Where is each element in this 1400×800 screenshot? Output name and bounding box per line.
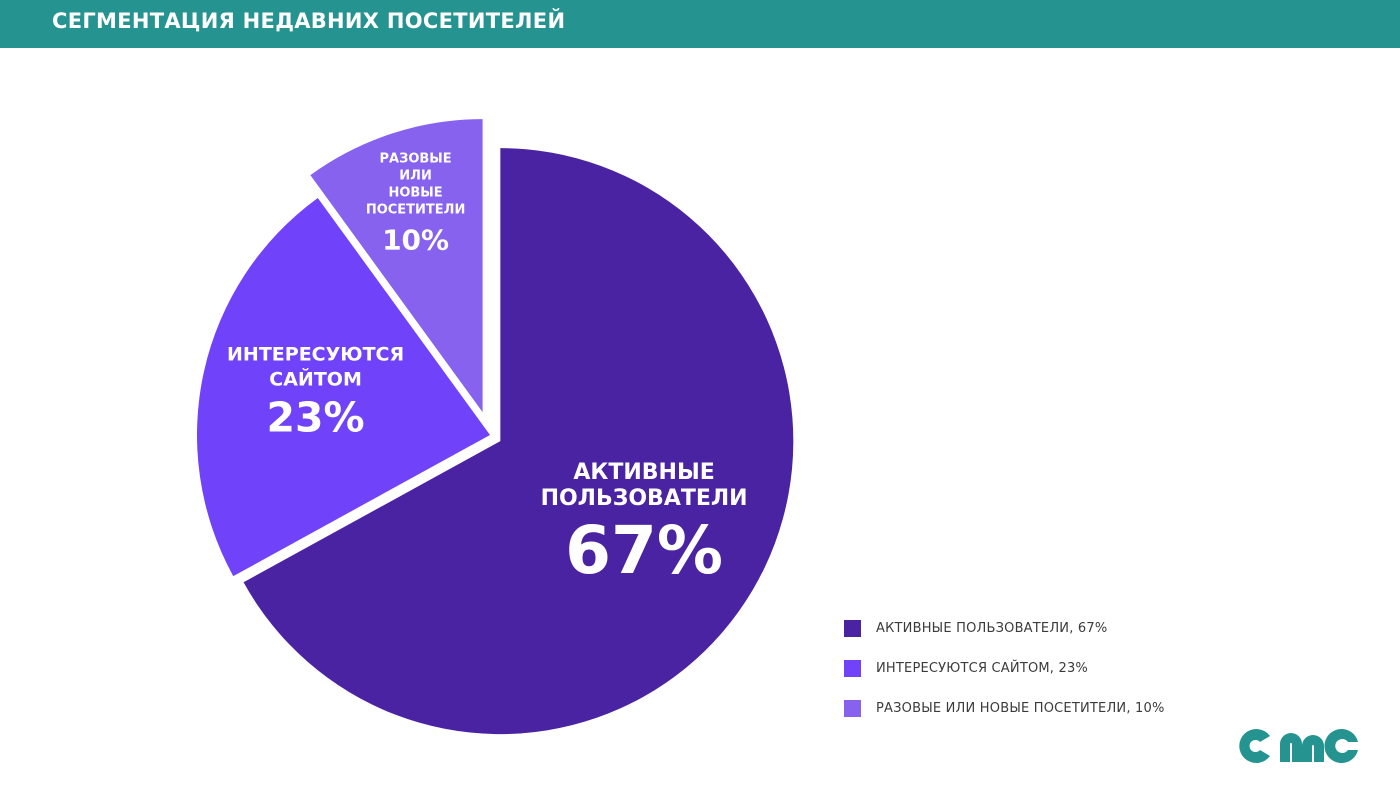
slice-label-new: ПОСЕТИТЕЛИ bbox=[366, 202, 466, 217]
slice-label-interested: САЙТОМ bbox=[269, 368, 362, 391]
legend-item-interested: ИНТЕРЕСУЮТСЯ САЙТОМ, 23% bbox=[844, 658, 1165, 678]
slice-value-active: 67% bbox=[565, 512, 723, 589]
legend: АКТИВНЫЕ ПОЛЬЗОВАТЕЛИ, 67% ИНТЕРЕСУЮТСЯ … bbox=[844, 618, 1165, 738]
legend-item-active: АКТИВНЫЕ ПОЛЬЗОВАТЕЛИ, 67% bbox=[844, 618, 1165, 638]
pie-slice-interested bbox=[197, 197, 491, 577]
slice-label-active: АКТИВНЫЕ bbox=[573, 460, 714, 485]
pie-slice-active bbox=[243, 148, 794, 735]
legend-label-new: РАЗОВЫЕ ИЛИ НОВЫЕ ПОСЕТИТЕЛИ, 10% bbox=[876, 700, 1165, 716]
pie-slice-new bbox=[310, 119, 483, 413]
slice-label-active: ПОЛЬЗОВАТЕЛИ bbox=[541, 486, 748, 511]
legend-swatch-interested bbox=[844, 659, 861, 677]
slice-value-interested: 23% bbox=[267, 394, 365, 442]
slice-label-new: РАЗОВЫЕ bbox=[380, 151, 452, 166]
slice-label-new: ИЛИ bbox=[399, 168, 432, 183]
header-bar: СЕГМЕНТАЦИЯ НЕДАВНИХ ПОСЕТИТЕЛЕЙ bbox=[0, 0, 1400, 48]
page-title: СЕГМЕНТАЦИЯ НЕДАВНИХ ПОСЕТИТЕЛЕЙ bbox=[52, 9, 566, 33]
legend-item-new: РАЗОВЫЕ ИЛИ НОВЫЕ ПОСЕТИТЕЛИ, 10% bbox=[844, 698, 1165, 718]
cmg-logo-icon bbox=[1239, 729, 1358, 763]
legend-label-interested: ИНТЕРЕСУЮТСЯ САЙТОМ, 23% bbox=[876, 660, 1088, 676]
legend-label-active: АКТИВНЫЕ ПОЛЬЗОВАТЕЛИ, 67% bbox=[876, 620, 1108, 636]
slice-value-new: 10% bbox=[382, 223, 449, 256]
legend-swatch-new bbox=[844, 699, 861, 717]
slice-label-new: НОВЫЕ bbox=[388, 185, 442, 200]
legend-swatch-active bbox=[844, 619, 861, 637]
slice-label-interested: ИНТЕРЕСУЮТСЯ bbox=[227, 344, 404, 366]
